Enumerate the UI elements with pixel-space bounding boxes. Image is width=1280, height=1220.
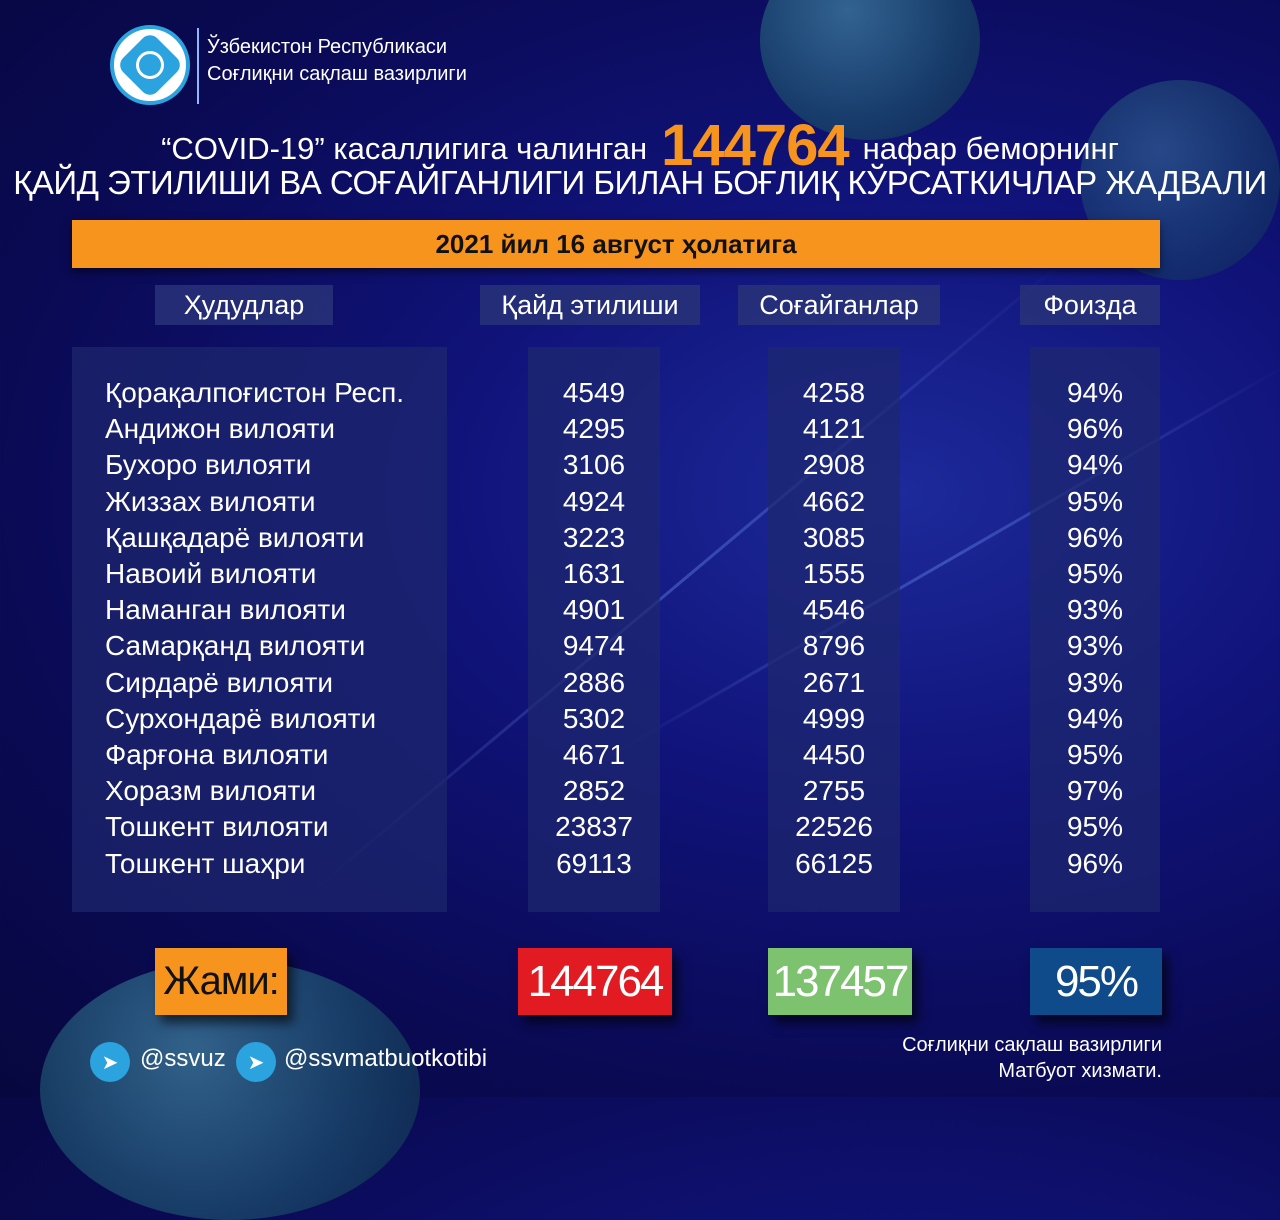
row-recovered: 4546	[802, 594, 866, 626]
row-region: Тошкент шаҳри	[105, 847, 306, 879]
title-prefix: “COVID-19” касаллигига чалинган	[161, 131, 648, 166]
header-percent: Фоизда	[1020, 285, 1160, 325]
row-recovered: 2671	[802, 666, 866, 698]
row-percent: 95%	[1066, 739, 1124, 770]
row-recovered: 4121	[802, 413, 866, 445]
row-recovered: 8796	[802, 630, 866, 662]
header-regions: Ҳудудлар	[155, 285, 333, 325]
credit-line1: Соғлиқни сақлаш вазирлиги	[902, 1034, 1162, 1056]
row-recovered: 4450	[802, 739, 866, 770]
row-recovered: 2908	[802, 449, 866, 481]
row-registered: 2852	[562, 775, 626, 807]
title-line2: ҚАЙД ЭТИЛИШИ ВА СОҒАЙГАНЛИГИ БИЛАН БОҒЛИ…	[13, 164, 1267, 201]
telegram-icon[interactable]: ➤	[90, 1042, 130, 1082]
row-percent: 94%	[1066, 449, 1124, 481]
telegram-handle-ssvuz[interactable]: @ssvuz	[140, 1045, 226, 1072]
row-registered: 3223	[562, 521, 626, 553]
row-percent: 94%	[1066, 702, 1124, 734]
row-recovered: 1555	[802, 558, 866, 589]
total-label: Жами:	[155, 948, 287, 1015]
title-total: 144764	[661, 113, 850, 178]
row-recovered: 22526	[795, 811, 873, 843]
regions-panel	[72, 347, 447, 912]
row-percent: 96%	[1066, 521, 1124, 553]
total-recovered: 137457	[768, 948, 912, 1015]
row-region: Навоий вилояти	[105, 558, 317, 589]
row-region: Андижон вилояти	[105, 413, 336, 445]
telegram-handle-ssvmatbuotkotibi[interactable]: @ssvmatbuotkotibi	[284, 1045, 488, 1072]
row-registered: 9474	[562, 630, 626, 662]
row-region: Қашқадарё вилояти	[105, 521, 365, 553]
row-registered: 4295	[562, 413, 626, 445]
row-registered: 3106	[562, 449, 626, 481]
row-registered: 1631	[562, 558, 626, 589]
row-recovered: 3085	[802, 521, 866, 553]
row-region: Сирдарё вилояти	[105, 666, 333, 698]
credit-line2: Матбуот хизмати.	[998, 1060, 1162, 1082]
row-registered: 23837	[555, 811, 633, 843]
row-percent: 96%	[1066, 413, 1124, 445]
ministry-line2: Соғлиқни сақлаш вазирлиги	[207, 63, 467, 85]
percent-panel	[1030, 347, 1160, 912]
ministry-logo	[110, 25, 190, 105]
row-registered: 4924	[562, 485, 626, 517]
row-recovered: 2755	[802, 775, 866, 807]
row-percent: 97%	[1066, 775, 1124, 807]
date-banner: 2021 йил 16 август ҳолатига	[72, 220, 1160, 268]
row-percent: 94%	[1066, 377, 1124, 408]
row-region: Жиззах вилояти	[105, 485, 316, 517]
row-registered: 4901	[562, 594, 626, 626]
row-registered: 4671	[562, 739, 626, 770]
row-percent: 93%	[1066, 666, 1124, 698]
row-region: Хоразм вилояти	[105, 775, 316, 807]
ministry-name: Ўзбекистон Республикаси Соғлиқни сақлаш …	[207, 34, 467, 88]
total-registered: 144764	[518, 948, 672, 1015]
row-recovered: 66125	[795, 847, 873, 879]
row-percent: 95%	[1066, 558, 1124, 589]
row-region: Фарғона вилояти	[105, 739, 329, 770]
registered-panel	[528, 347, 660, 912]
row-recovered: 4999	[802, 702, 866, 734]
row-percent: 95%	[1066, 485, 1124, 517]
title-line1: “COVID-19” касаллигига чалинган 144764 наф…	[0, 112, 1280, 179]
ministry-line1: Ўзбекистон Республикаси	[207, 36, 448, 58]
row-percent: 96%	[1066, 847, 1124, 879]
row-registered: 4549	[562, 377, 626, 408]
header-registered: Қайд этилиши	[480, 285, 700, 325]
row-percent: 95%	[1066, 811, 1124, 843]
total-percent: 95%	[1030, 948, 1162, 1015]
row-region: Бухоро вилояти	[105, 449, 312, 481]
row-percent: 93%	[1066, 630, 1124, 662]
row-region: Самарқанд вилояти	[105, 630, 366, 662]
row-region: Сурхондарё вилояти	[105, 702, 377, 734]
recovered-panel	[768, 347, 900, 912]
row-registered: 2886	[562, 666, 626, 698]
title-suffix: нафар беморнинг	[862, 131, 1119, 166]
telegram-icon[interactable]: ➤	[236, 1042, 276, 1082]
row-region: Қорақалпоғистон Респ.	[105, 377, 405, 408]
row-region: Тошкент вилояти	[105, 811, 329, 843]
row-region: Наманган вилояти	[105, 594, 346, 626]
row-registered: 69113	[556, 847, 632, 879]
row-recovered: 4662	[802, 485, 866, 517]
row-registered: 5302	[562, 702, 626, 734]
header-divider	[197, 28, 199, 104]
row-percent: 93%	[1066, 594, 1124, 626]
row-recovered: 4258	[802, 377, 866, 408]
header-recovered: Соғайганлар	[738, 285, 940, 325]
press-service-credit: Соғлиқни сақлаш вазирлиги Матбуот хизмат…	[902, 1032, 1162, 1084]
